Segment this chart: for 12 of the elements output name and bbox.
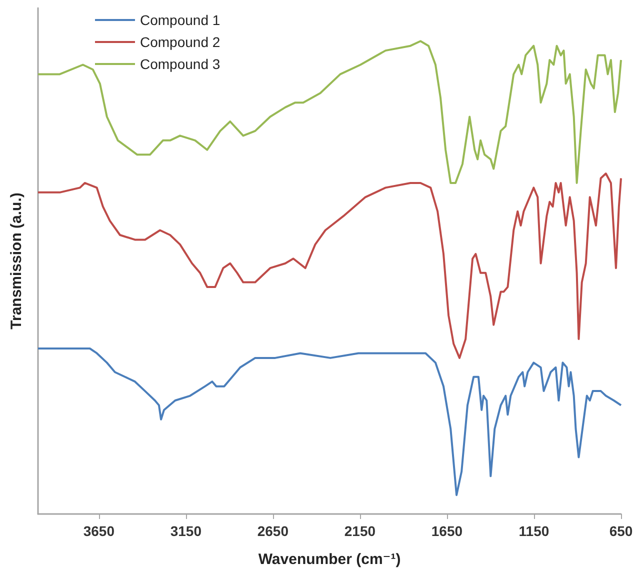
x-tick-label: 3150 <box>170 523 202 539</box>
legend-label: Compound 2 <box>140 34 220 50</box>
x-axis-title: Wavenumber (cm⁻¹) <box>258 551 401 568</box>
x-tick-label: 1150 <box>518 523 550 539</box>
x-tick-label: 2650 <box>257 523 289 539</box>
x-tick-label: 3650 <box>83 523 115 539</box>
x-tick-label: 2150 <box>344 523 376 539</box>
legend-label: Compound 1 <box>140 12 220 28</box>
x-tick-label: 650 <box>609 523 633 539</box>
x-tick-label: 1650 <box>431 523 463 539</box>
y-axis-title: Transmission (a.u.) <box>8 192 25 330</box>
legend-label: Compound 3 <box>140 56 220 72</box>
